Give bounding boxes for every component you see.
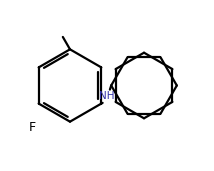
Text: F: F [28, 121, 36, 134]
Text: NH: NH [98, 91, 114, 101]
